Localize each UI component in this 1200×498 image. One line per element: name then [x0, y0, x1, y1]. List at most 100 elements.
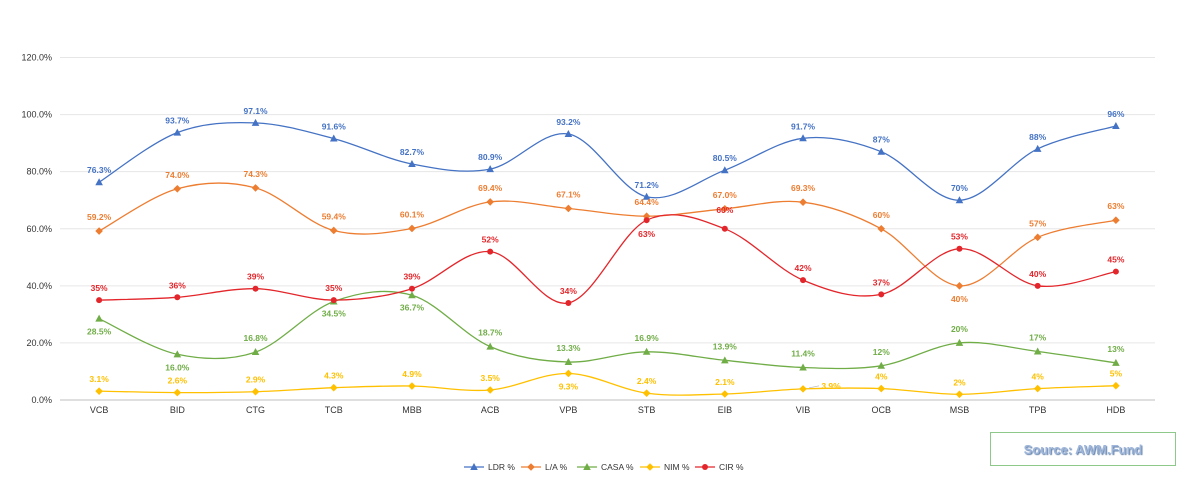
marker-nim-acb: [486, 386, 494, 394]
marker-casa-ctg: [251, 348, 260, 356]
marker-ldr-ctg: [251, 118, 260, 126]
data-label-cir-mbb: 39%: [403, 272, 420, 282]
marker-cir-acb: [487, 248, 494, 255]
series-line-casa: [98, 290, 1116, 370]
marker-l-a-eib: [721, 204, 729, 213]
legend-label-casa: CASA %: [601, 462, 634, 472]
y-tick-label: 40.0%: [26, 281, 52, 291]
gridlines: [60, 57, 1155, 401]
marker-cir-ctg: [252, 285, 259, 292]
marker-ldr-tcb: [329, 134, 338, 142]
x-tick-label-acb: ACB: [481, 405, 500, 415]
data-label-l-a-stb: 64.4%: [635, 197, 660, 207]
legend-marker-nim: [646, 463, 654, 471]
data-label-l-a-ctg: 74.3%: [243, 169, 268, 179]
axes: 0.0% 20.0% 40.0% 60.0% 80.0% 100.0% 120.0% VCB B…: [21, 53, 1125, 416]
marker-casa-mbb: [408, 291, 416, 299]
x-tick-label-vcb: VCB: [90, 405, 109, 415]
y-tick-label: 0.0%: [31, 395, 52, 405]
marker-ldr-stb: [642, 192, 651, 200]
data-label-cir-vcb: 35%: [91, 283, 108, 293]
legend-marker-ldr: [470, 463, 478, 470]
marker-l-a-hdb: [1112, 216, 1120, 224]
marker-ldr-ocb: [877, 147, 886, 155]
x-tick-label-stb: STB: [638, 405, 656, 415]
data-label-cir-eib: 60%: [716, 205, 733, 215]
marker-cir-bid: [174, 294, 181, 301]
data-label-casa-mbb: 36.7%: [400, 302, 425, 312]
marker-l-a-vcb: [95, 227, 103, 235]
data-label-nim-mbb: 4.9%: [402, 369, 422, 379]
marker-casa-eib: [721, 356, 729, 364]
data-label-ldr-vcb: 76.3%: [87, 165, 112, 175]
data-label-l-a-eib: 67.0%: [713, 190, 738, 200]
marker-nim-vib: [799, 385, 807, 393]
data-label-l-a-ocb: 60%: [873, 210, 890, 220]
marker-casa-stb: [642, 347, 651, 355]
data-label-ldr-vpb: 93.2%: [556, 117, 581, 127]
data-label-nim-msb: 2%: [953, 377, 966, 387]
legend: LDR % L/A % CASA % NIM % CIR %: [464, 462, 744, 472]
data-label-nim-ctg: 2.9%: [246, 375, 266, 385]
marker-l-a-bid: [173, 184, 182, 193]
marker-l-a-msb: [955, 282, 964, 290]
data-label-cir-ocb: 37%: [873, 277, 890, 287]
source-box: Source: AWM.Fund: [990, 432, 1176, 466]
data-label-cir-stb: 63%: [638, 229, 655, 239]
data-label-nim-eib: 2.1%: [715, 377, 735, 387]
data-label-casa-vib: 11.4%: [791, 348, 815, 358]
data-label-nim-acb: 3.5%: [480, 373, 500, 383]
data-label-casa-msb: 20%: [951, 324, 968, 334]
data-label-cir-tpb: 40%: [1029, 269, 1046, 279]
x-tick-label-bid: BID: [170, 405, 186, 415]
data-label-cir-vpb: 34%: [560, 286, 577, 296]
marker-l-a-ctg: [251, 184, 260, 192]
x-tick-label-eib: EIB: [718, 405, 733, 415]
marker-ldr-eib: [721, 166, 729, 174]
marker-casa-vpb: [564, 358, 573, 366]
marker-nim-eib: [721, 390, 729, 398]
legend-label-nim: NIM %: [664, 462, 690, 472]
data-label-ldr-msb: 70%: [951, 183, 968, 193]
y-tick-label: 80.0%: [26, 167, 52, 177]
marker-nim-bid: [173, 388, 182, 397]
data-label-ldr-bid: 93.7%: [165, 116, 190, 126]
data-label-ldr-eib: 80.5%: [713, 153, 738, 163]
data-label-casa-acb: 18.7%: [478, 328, 503, 338]
data-label-ldr-ocb: 87%: [873, 135, 890, 145]
data-label-ldr-mbb: 82.7%: [400, 147, 425, 157]
marker-cir-ocb: [878, 291, 885, 298]
marker-nim-stb: [642, 389, 651, 397]
marker-nim-ocb: [877, 384, 886, 393]
data-label-casa-stb: 16.9%: [635, 333, 660, 343]
data-label-cir-msb: 53%: [951, 232, 968, 242]
data-label-l-a-vib: 69.3%: [791, 183, 816, 193]
marker-ldr-acb: [486, 165, 494, 173]
data-label-l-a-tcb: 59.4%: [322, 211, 347, 221]
x-tick-label-vib: VIB: [796, 405, 811, 415]
data-label-ldr-tpb: 88%: [1029, 132, 1046, 142]
marker-nim-vpb: [564, 369, 573, 378]
x-tick-label-vpb: VPB: [559, 405, 577, 415]
marker-casa-vib: [799, 363, 807, 371]
data-label-l-a-tpb: 57%: [1029, 218, 1046, 228]
x-tick-label-mbb: MBB: [402, 405, 422, 415]
marker-cir-vib: [800, 277, 807, 284]
data-label-nim-bid: 2.6%: [168, 376, 188, 386]
data-label-cir-acb: 52%: [482, 235, 499, 245]
data-label-nim-tpb: 4%: [1032, 372, 1045, 382]
y-tick-label: 120.0%: [21, 53, 52, 63]
marker-l-a-acb: [486, 198, 494, 206]
data-label-ldr-vib: 91.7%: [791, 121, 816, 131]
marker-casa-hdb: [1112, 358, 1120, 366]
marker-ldr-tpb: [1033, 144, 1042, 152]
data-label-nim-vib: 3.9%: [821, 381, 841, 391]
data-label-casa-tpb: 17%: [1029, 332, 1046, 342]
marker-cir-stb: [643, 217, 650, 224]
marker-cir-hdb: [1112, 268, 1119, 275]
marker-cir-vcb: [96, 297, 103, 304]
marker-cir-eib: [721, 225, 728, 232]
x-tick-label-ocb: OCB: [871, 405, 891, 415]
marker-ldr-vcb: [95, 178, 103, 186]
marker-l-a-vib: [799, 198, 807, 207]
